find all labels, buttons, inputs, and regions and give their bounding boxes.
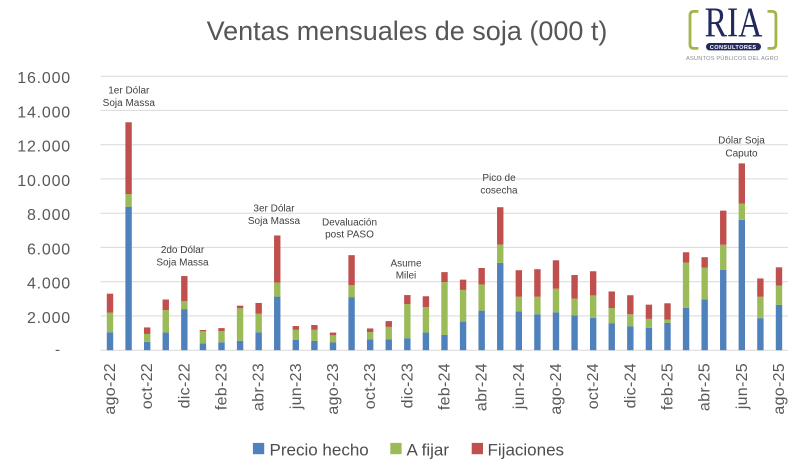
svg-text:dic-23: dic-23 (399, 363, 416, 408)
svg-text:2do Dólar: 2do Dólar (161, 245, 205, 256)
svg-text:Pico de: Pico de (482, 173, 516, 184)
svg-text:Dólar Soja: Dólar Soja (718, 135, 765, 146)
svg-text:4.000: 4.000 (27, 276, 71, 293)
svg-text:ago-22: ago-22 (102, 363, 119, 415)
svg-text:abr-24: abr-24 (474, 363, 491, 411)
svg-text:ago-25: ago-25 (771, 363, 788, 415)
svg-text:-: - (55, 342, 60, 359)
svg-text:Ventas mensuales de soja (000: Ventas mensuales de soja (000 t) (207, 16, 608, 46)
svg-text:ago-24: ago-24 (548, 363, 565, 415)
svg-text:Soja Massa: Soja Massa (156, 257, 209, 268)
svg-text:2.000: 2.000 (27, 310, 71, 327)
svg-text:10.000: 10.000 (17, 173, 71, 190)
svg-text:feb-24: feb-24 (437, 363, 454, 410)
svg-text:feb-25: feb-25 (660, 363, 677, 410)
svg-text:RIA: RIA (705, 0, 763, 46)
svg-text:Devaluación: Devaluación (322, 217, 377, 228)
svg-text:cosecha: cosecha (480, 186, 518, 197)
svg-text:oct-22: oct-22 (139, 363, 156, 409)
svg-text:abr-25: abr-25 (697, 363, 714, 411)
svg-text:CONSULTORES: CONSULTORES (710, 45, 757, 51)
svg-text:16.000: 16.000 (17, 70, 71, 87)
svg-text:1er Dólar: 1er Dólar (108, 86, 150, 97)
svg-text:abr-23: abr-23 (251, 363, 268, 411)
svg-text:Soja Massa: Soja Massa (103, 98, 156, 109)
svg-text:8.000: 8.000 (27, 207, 71, 224)
svg-text:dic-22: dic-22 (176, 363, 193, 408)
svg-text:feb-23: feb-23 (214, 363, 231, 410)
svg-text:12.000: 12.000 (17, 139, 71, 156)
svg-text:14.000: 14.000 (17, 104, 71, 121)
svg-text:post PASO: post PASO (325, 229, 374, 240)
svg-text:dic-24: dic-24 (622, 363, 639, 408)
svg-text:Asume: Asume (390, 259, 422, 270)
svg-text:jun-23: jun-23 (288, 363, 305, 410)
svg-text:3er Dólar: 3er Dólar (253, 204, 295, 215)
svg-text:Milei: Milei (396, 271, 417, 282)
svg-text:ASUNTOS PÚBLICOS DEL AGRO: ASUNTOS PÚBLICOS DEL AGRO (686, 55, 779, 62)
svg-text:Soja Massa: Soja Massa (248, 216, 301, 227)
svg-text:ago-23: ago-23 (325, 363, 342, 415)
svg-text:A fijar: A fijar (407, 441, 450, 460)
svg-text:jun-24: jun-24 (511, 363, 528, 410)
svg-text:oct-24: oct-24 (585, 363, 602, 409)
svg-text:jun-25: jun-25 (734, 363, 751, 410)
svg-text:Caputo: Caputo (725, 148, 758, 159)
svg-text:6.000: 6.000 (27, 241, 71, 258)
svg-text:Fijaciones: Fijaciones (488, 441, 565, 460)
svg-text:Precio hecho: Precio hecho (270, 441, 369, 460)
svg-text:oct-23: oct-23 (362, 363, 379, 409)
